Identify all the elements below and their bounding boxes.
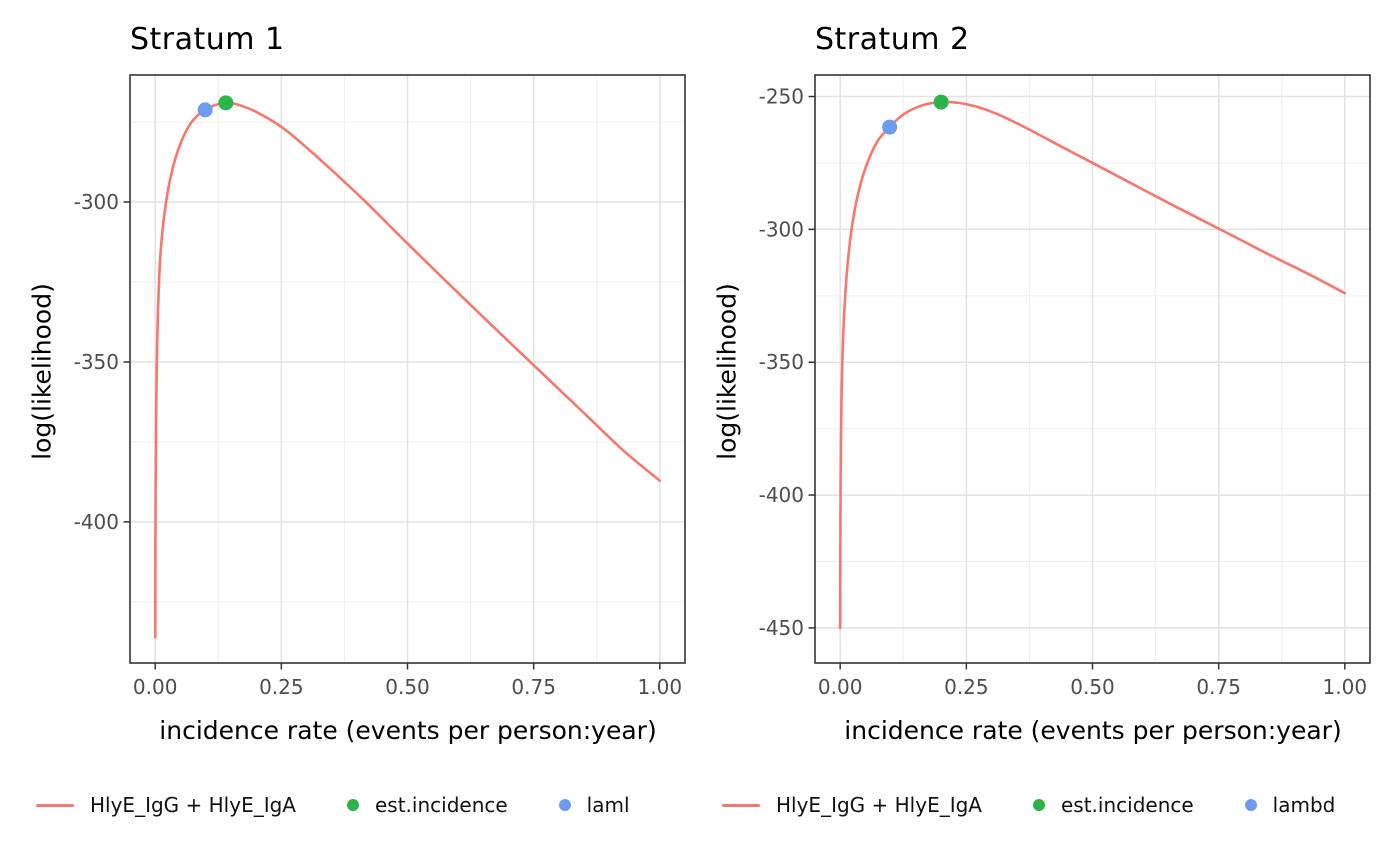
legend-item-est-incidence: est.incidence	[1020, 793, 1194, 817]
lambda-dot-icon	[1244, 799, 1257, 811]
y-axis-title-right: log(likelihood)	[712, 283, 742, 460]
curve-line-swatch-icon	[36, 803, 74, 807]
y-tick-label: -400	[74, 510, 119, 534]
x-tick-label: 0.75	[1196, 675, 1241, 699]
x-tick-label: 0.25	[944, 675, 989, 699]
legend-item-lambda: laml	[546, 793, 630, 817]
legend-stratum-1: HlyE_IgG + HlyE_IgA est.incidence laml	[36, 790, 700, 820]
legend-label: HlyE_IgG + HlyE_IgA	[90, 793, 296, 817]
panel-stratum-2: 0.00 0.25 0.50 0.75 1.00 -250 -300 -350 -400 -450	[759, 74, 1371, 699]
x-tick-label: 0.50	[1070, 675, 1115, 699]
likelihood-curve	[838, 100, 1347, 630]
y-axis-title-left: log(likelihood)	[27, 283, 57, 460]
y-tick-label: -250	[759, 85, 804, 109]
x-tick-label: 0.00	[818, 675, 863, 699]
legend-label: HlyE_IgG + HlyE_IgA	[776, 793, 982, 817]
est-incidence-dot-icon	[1032, 799, 1045, 811]
legend-label: lambd	[1272, 793, 1336, 817]
x-tick-label: 1.00	[1323, 675, 1368, 699]
x-tick-label: 0.75	[511, 675, 556, 699]
curve-line-swatch-icon	[722, 803, 760, 807]
y-tick-label: -350	[759, 350, 804, 374]
y-tick-label: -450	[759, 616, 804, 640]
lambd-point	[882, 119, 898, 135]
y-tick-label: -300	[759, 217, 804, 241]
legend-label: est.incidence	[374, 793, 508, 817]
x-axis-title-right: incidence rate (events per person:year)	[844, 716, 1342, 745]
stratum-2-title: Stratum 2	[815, 22, 970, 57]
legend-item-est-incidence: est.incidence	[334, 793, 508, 817]
lambda-dot-icon	[558, 799, 571, 811]
legend-item-curve: HlyE_IgG + HlyE_IgA	[722, 793, 982, 817]
stratum-1-title: Stratum 1	[130, 22, 285, 57]
legend-stratum-2: HlyE_IgG + HlyE_IgA est.incidence lambd	[722, 790, 1400, 820]
x-axis-title-left: incidence rate (events per person:year)	[159, 716, 657, 745]
x-tick-label: 0.00	[133, 675, 178, 699]
y-tick-label: -300	[74, 190, 119, 214]
x-tick-label: 1.00	[638, 675, 683, 699]
y-tick-label: -350	[74, 350, 119, 374]
laml-point	[197, 102, 213, 118]
y-tick-label: -400	[759, 483, 804, 507]
legend-label: laml	[586, 793, 630, 817]
est-incidence-point	[933, 94, 949, 110]
x-tick-label: 0.50	[385, 675, 430, 699]
legend-item-curve: HlyE_IgG + HlyE_IgA	[36, 793, 296, 817]
legend-item-lambda: lambd	[1232, 793, 1336, 817]
est-incidence-dot-icon	[346, 799, 359, 811]
panel-stratum-1: 0.00 0.25 0.50 0.75 1.00 -300 -350 -400	[74, 74, 686, 699]
legend-label: est.incidence	[1060, 793, 1194, 817]
est-incidence-point	[218, 95, 234, 111]
x-tick-label: 0.25	[259, 675, 304, 699]
